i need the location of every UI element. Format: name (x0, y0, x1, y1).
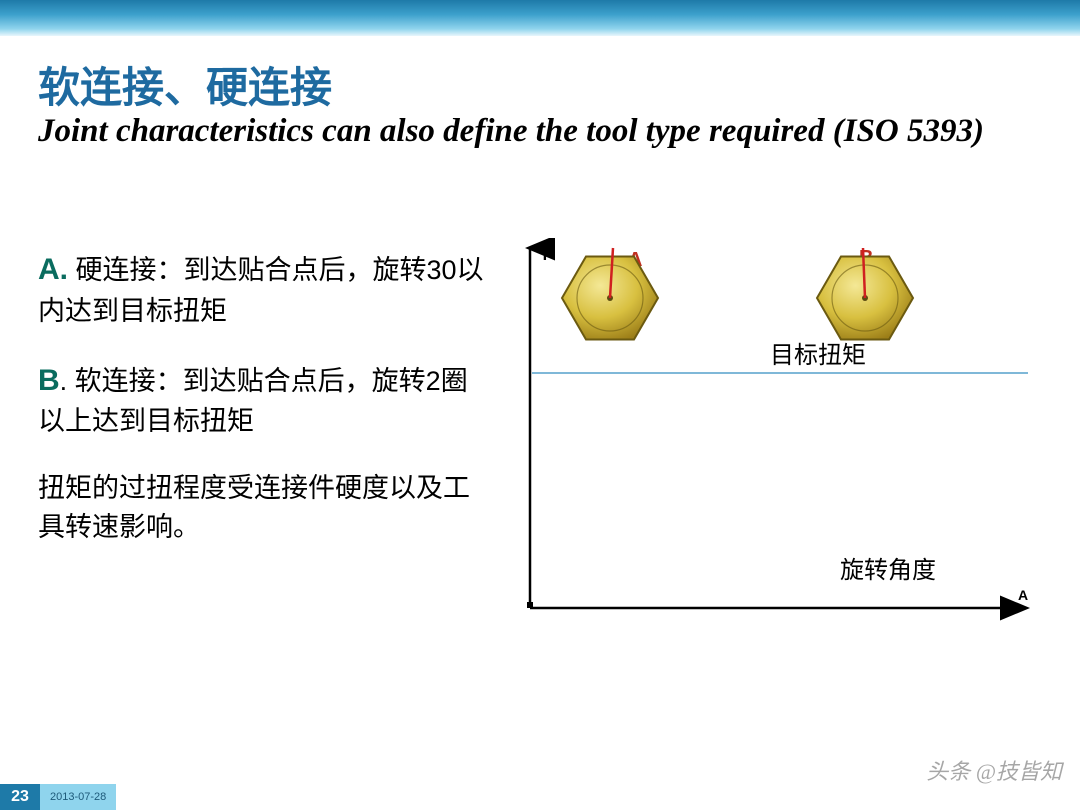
item-a-letter: A. (38, 253, 68, 286)
slide-title: 软连接、硬连接 (38, 54, 332, 115)
item-b-text: . 软连接：到达贴合点后，旋转2圈以上达到目标扭矩 (38, 366, 468, 437)
target-torque-label: 目标扭矩 (770, 342, 866, 369)
rotation-angle-label: 旋转角度 (840, 557, 936, 584)
item-b-letter: B (38, 364, 60, 397)
nut-b: B (817, 247, 913, 340)
footer-bar: 23 2013-07-28 (0, 784, 1080, 810)
item-note: 扭矩的过扭程度受连接件硬度以及工具转速影响。 (38, 469, 488, 547)
item-b: B. 软连接：到达贴合点后，旋转2圈以上达到目标扭矩 (38, 359, 488, 442)
y-axis-label: T (540, 247, 550, 264)
item-a: A. 硬连接：到达贴合点后，旋转30以内达到目标扭矩 (38, 248, 488, 331)
header-gradient-bar (0, 0, 1080, 36)
torque-chart: T A 目标扭矩 旋转角度 A B (520, 238, 1040, 628)
page-number: 23 (0, 784, 40, 810)
watermark: 头条 @技皆知 (926, 754, 1062, 786)
nut-a: A (562, 248, 658, 340)
footer-date: 2013-07-28 (40, 784, 116, 810)
text-column: A. 硬连接：到达贴合点后，旋转30以内达到目标扭矩 B. 软连接：到达贴合点后… (38, 248, 488, 576)
origin-marker (527, 602, 533, 608)
x-axis-end-label: A (1018, 587, 1028, 603)
slide-subtitle: Joint characteristics can also define th… (38, 112, 998, 152)
item-a-text: 硬连接：到达贴合点后，旋转30以内达到目标扭矩 (38, 255, 484, 326)
